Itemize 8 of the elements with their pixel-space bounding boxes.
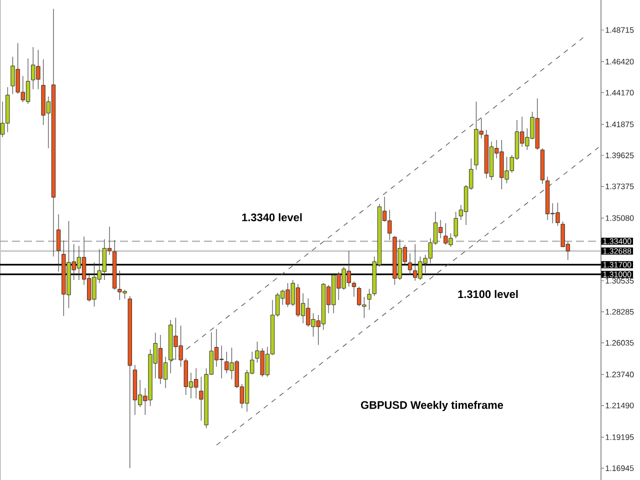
candlestick [352,281,356,297]
annotation: GBPUSD Weekly timeframe [360,400,504,412]
candlestick [56,214,61,272]
annotation: 1.3100 level [458,290,518,298]
annotation: 1.3340 level [242,213,302,222]
candlestick [367,288,372,310]
candlestick [454,211,458,239]
candlestick [408,252,412,276]
